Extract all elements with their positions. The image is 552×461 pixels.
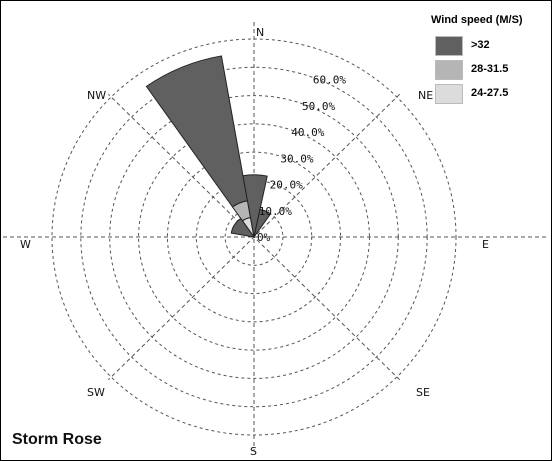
- direction-labels: N NE E SE S SW W NW: [20, 26, 489, 458]
- wedge-segment: [253, 208, 272, 238]
- direction-label-w: W: [20, 238, 31, 251]
- chart-title: Storm Rose: [12, 431, 102, 448]
- wedges: [145, 55, 272, 238]
- direction-label-se: SE: [416, 386, 430, 399]
- legend-swatch: [435, 84, 463, 104]
- grid-ring: [80, 66, 428, 408]
- ring-label: 0%: [257, 231, 271, 244]
- legend-item: >32: [435, 36, 547, 56]
- ring-label: 10.0%: [259, 205, 292, 218]
- legend-item: 24-27.5: [435, 84, 547, 104]
- ring-labels: 0% 10.0% 20.0% 30.0% 40.0% 50.0% 60.0%: [257, 74, 346, 244]
- ring-label: 40.0%: [291, 126, 324, 139]
- legend-item: 28-31.5: [435, 60, 547, 80]
- legend-label: 28-31.5: [471, 63, 509, 75]
- wedge-segment: [145, 55, 249, 208]
- legend-label: 24-27.5: [471, 87, 509, 99]
- direction-label-e: E: [482, 238, 489, 251]
- direction-label-s: S: [250, 445, 257, 458]
- ring-label: 60.0%: [313, 74, 346, 87]
- ring-label: 20.0%: [270, 179, 303, 192]
- direction-label-ne: NE: [418, 89, 433, 102]
- direction-label-sw: SW: [87, 386, 105, 399]
- legend-label: >32: [471, 39, 490, 51]
- legend-title: Wind speed (M/S): [431, 14, 523, 26]
- direction-label-n: N: [256, 26, 264, 39]
- ring-label: 50.0%: [302, 100, 335, 113]
- direction-label-nw: NW: [87, 89, 106, 102]
- wedge-segment: [242, 174, 268, 238]
- wedge-segment: [230, 217, 256, 238]
- ring-label: 30.0%: [280, 152, 313, 165]
- legend-swatch: [435, 60, 463, 80]
- legend-swatch: [435, 36, 463, 56]
